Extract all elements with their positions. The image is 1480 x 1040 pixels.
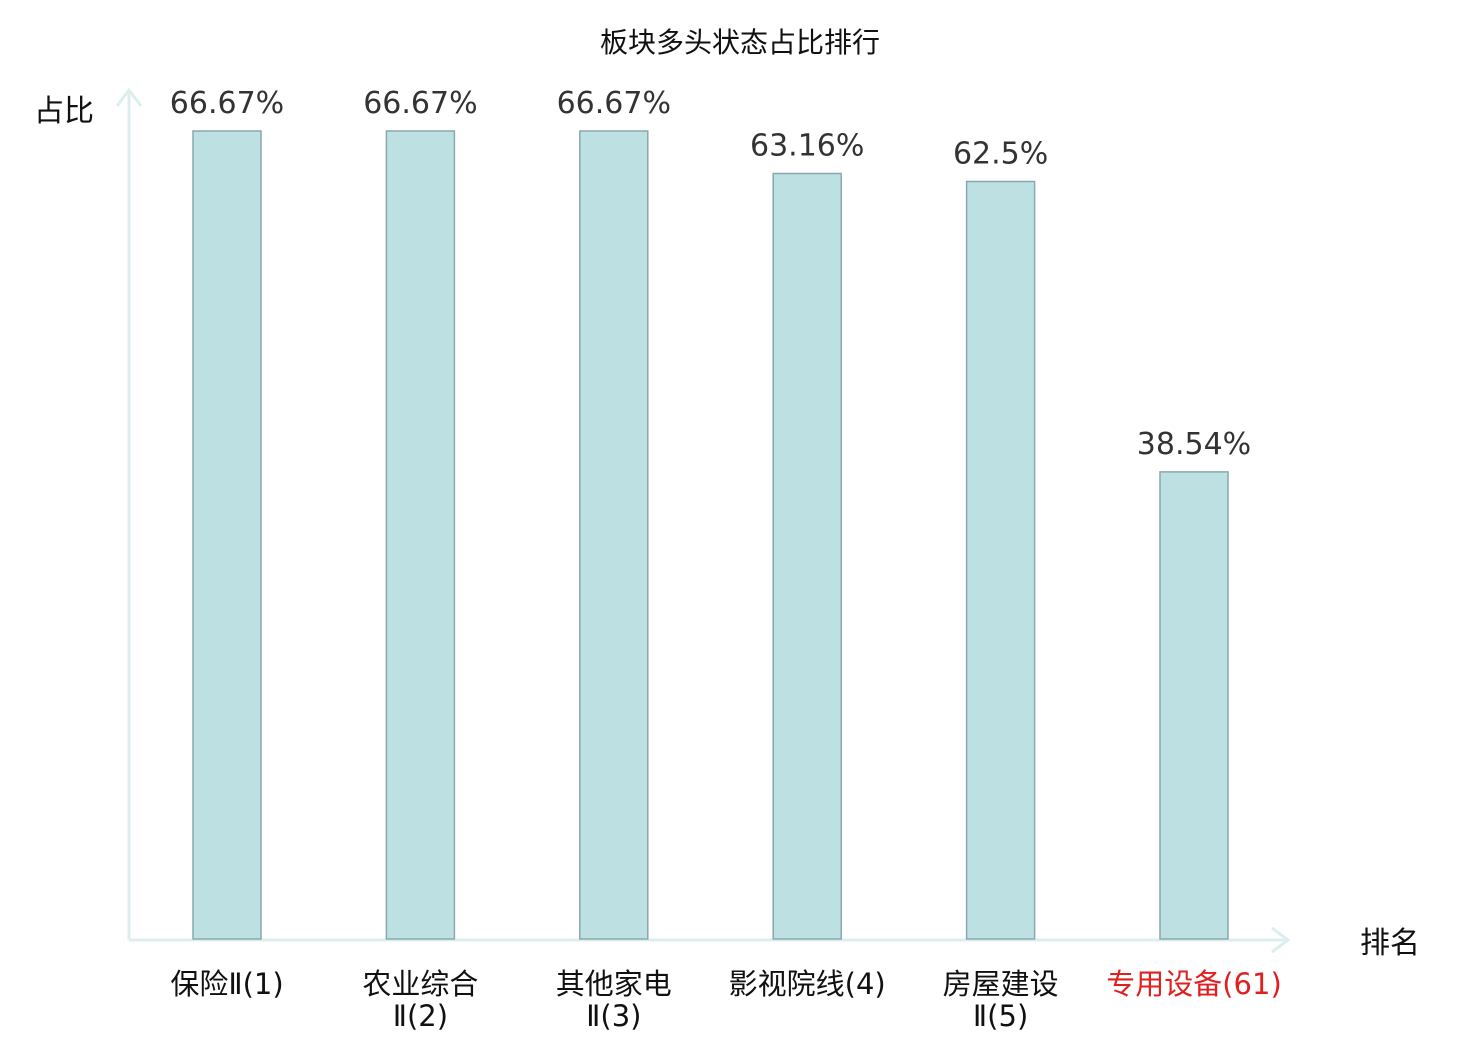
category-label-line: 专用设备(61) [1106, 967, 1282, 1001]
bar [192, 130, 262, 940]
bar-value-label: 38.54% [1137, 427, 1251, 462]
value-labels-group: 66.67% 66.67% 66.67% 63.16% 62.5% 38.54% [170, 86, 1251, 462]
category-label-line: 农业综合 [362, 967, 478, 1001]
category-labels-group: 保险Ⅱ(1) 农业综合 Ⅱ(2) 其他家电 Ⅱ(3) 影视院线(4) 房屋建设 Ⅱ(5) 专用设… [170, 967, 1281, 1033]
category-label-line: Ⅱ(3) [586, 999, 641, 1033]
y-axis-label: 占比 [34, 94, 94, 129]
category-label: 专用设备(61) [1106, 967, 1282, 1001]
category-label: 保险Ⅱ(1) [170, 967, 283, 1001]
bar-value-label: 66.67% [170, 86, 284, 121]
bar [965, 180, 1036, 940]
category-label-line: 影视院线(4) [729, 967, 886, 1001]
category-label-line: Ⅱ(2) [393, 999, 448, 1033]
bar [772, 172, 842, 940]
category-label: 其他家电 Ⅱ(3) [556, 967, 672, 1033]
category-label: 房屋建设 Ⅱ(5) [943, 967, 1059, 1033]
category-label: 影视院线(4) [729, 967, 886, 1001]
category-label-line: 保险Ⅱ(1) [170, 967, 283, 1001]
chart-title: 板块多头状态占比排行 [600, 26, 880, 59]
category-label-line: 其他家电 [556, 967, 672, 1001]
category-label-line: Ⅱ(5) [973, 999, 1028, 1033]
x-axis-label: 排名 [1360, 926, 1420, 961]
bar-value-label: 66.67% [557, 86, 671, 121]
bar [385, 130, 456, 940]
bar-value-label: 66.67% [363, 86, 477, 121]
bar-value-label: 63.16% [750, 129, 864, 164]
bars-group [192, 130, 1229, 940]
bar [579, 130, 649, 940]
bar [1159, 471, 1229, 940]
bar-value-label: 62.5% [953, 137, 1048, 172]
y-axis-arrow [115, 87, 143, 107]
category-label-line: 房屋建设 [943, 967, 1059, 1001]
x-axis-arrow [1271, 926, 1291, 954]
category-label: 农业综合 Ⅱ(2) [362, 967, 478, 1033]
